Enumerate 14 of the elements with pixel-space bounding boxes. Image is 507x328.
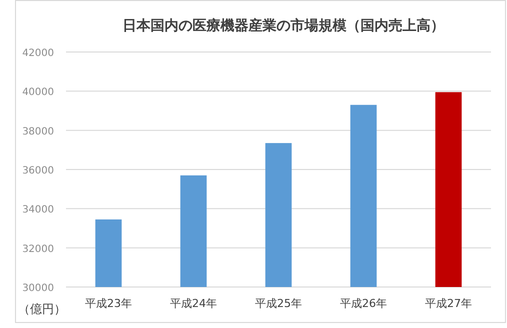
y-tick-label: 38000: [22, 126, 54, 138]
chart-title: 日本国内の医療機器産業の市場規模（国内売上高）: [122, 17, 444, 34]
y-axis-title: （億円）: [18, 302, 66, 316]
x-tick-label: 平成24年: [170, 297, 217, 310]
y-tick-label: 40000: [22, 87, 54, 98]
y-tick-label: 42000: [22, 48, 54, 59]
x-tick-label: 平成25年: [255, 297, 302, 310]
x-tick-label: 平成23年: [85, 297, 132, 310]
x-tick-label: 平成27年: [425, 297, 472, 310]
x-tick-label: 平成26年: [340, 297, 387, 310]
y-tick-label: 34000: [22, 204, 54, 216]
y-tick-label: 36000: [22, 166, 54, 176]
y-tick-label: 30000: [22, 283, 54, 294]
y-tick-label: 32000: [22, 244, 54, 255]
